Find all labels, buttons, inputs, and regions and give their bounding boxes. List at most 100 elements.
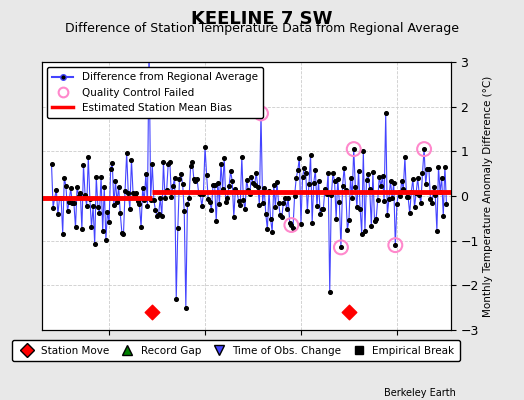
Point	[230, 214, 238, 220]
Point	[158, 213, 166, 219]
Point	[321, 185, 329, 192]
Point	[167, 194, 176, 200]
Point	[260, 185, 268, 192]
Point	[289, 225, 297, 232]
Point	[345, 217, 353, 223]
Point	[244, 187, 253, 193]
Point	[290, 193, 299, 200]
Point	[383, 212, 391, 218]
Point	[179, 181, 187, 187]
Point	[415, 192, 423, 198]
Point	[442, 201, 451, 208]
Point	[100, 184, 108, 191]
Point	[327, 192, 335, 198]
Point	[252, 170, 260, 176]
Point	[386, 177, 395, 184]
Point	[205, 199, 214, 205]
Point	[145, 41, 153, 47]
Point	[126, 206, 134, 212]
Point	[234, 198, 243, 204]
Point	[145, 41, 153, 47]
Point	[318, 206, 326, 212]
Point	[375, 173, 384, 180]
Point	[220, 155, 228, 161]
Point	[50, 194, 59, 201]
Point	[199, 190, 208, 197]
Point	[191, 178, 200, 184]
Y-axis label: Monthly Temperature Anomaly Difference (°C): Monthly Temperature Anomaly Difference (…	[483, 75, 493, 317]
Point	[324, 170, 332, 176]
Point	[369, 169, 377, 175]
Point	[78, 226, 86, 232]
Point	[153, 213, 161, 220]
Point	[97, 174, 105, 180]
Point	[433, 228, 441, 234]
Point	[84, 154, 92, 161]
Point	[73, 184, 81, 190]
Point	[412, 190, 420, 197]
Point	[114, 184, 123, 190]
Point	[151, 207, 160, 214]
Point	[67, 185, 75, 191]
Point	[314, 178, 323, 184]
Point	[281, 195, 289, 201]
Point	[166, 159, 174, 166]
Point	[156, 195, 165, 202]
Legend: Station Move, Record Gap, Time of Obs. Change, Empirical Break: Station Move, Record Gap, Time of Obs. C…	[12, 340, 460, 361]
Point	[346, 174, 355, 181]
Point	[246, 191, 254, 197]
Point	[127, 157, 136, 163]
Point	[325, 289, 334, 295]
Point	[140, 197, 148, 203]
Point	[310, 180, 318, 186]
Point	[356, 206, 364, 212]
Point	[94, 204, 102, 210]
Point	[254, 184, 262, 190]
Point	[89, 203, 97, 210]
Point	[381, 110, 390, 116]
Point	[47, 161, 56, 168]
Point	[329, 170, 337, 176]
Point	[249, 180, 257, 186]
Point	[273, 179, 281, 186]
Point	[60, 174, 69, 181]
Point	[65, 198, 73, 205]
Point	[209, 182, 217, 188]
Point	[401, 154, 409, 161]
Point	[430, 184, 438, 190]
Point	[113, 199, 121, 205]
Point	[334, 176, 342, 182]
Point	[212, 218, 221, 225]
Point	[49, 204, 57, 211]
Point	[398, 177, 406, 184]
Point	[223, 195, 232, 202]
Point	[88, 224, 96, 230]
Point	[143, 202, 151, 209]
Point	[257, 110, 265, 116]
Point	[305, 181, 313, 187]
Point	[177, 171, 185, 178]
Point	[124, 190, 133, 196]
Point	[243, 176, 251, 183]
Point	[436, 189, 444, 195]
Point	[148, 161, 157, 167]
Point	[402, 194, 411, 200]
Point	[278, 214, 286, 221]
Point	[388, 195, 396, 202]
Point	[389, 180, 398, 186]
Point	[103, 208, 112, 215]
Point	[439, 213, 447, 219]
Point	[399, 186, 408, 192]
Point	[307, 152, 315, 158]
Point	[92, 174, 101, 180]
Point	[313, 203, 321, 210]
Point	[343, 226, 352, 233]
Point	[79, 162, 88, 168]
Point	[322, 191, 331, 198]
Point	[395, 188, 403, 195]
Point	[421, 181, 430, 188]
Point	[350, 146, 358, 152]
Text: Difference of Station Temperature Data from Regional Average: Difference of Station Temperature Data f…	[65, 22, 459, 35]
Point	[377, 183, 385, 190]
Point	[407, 189, 416, 195]
